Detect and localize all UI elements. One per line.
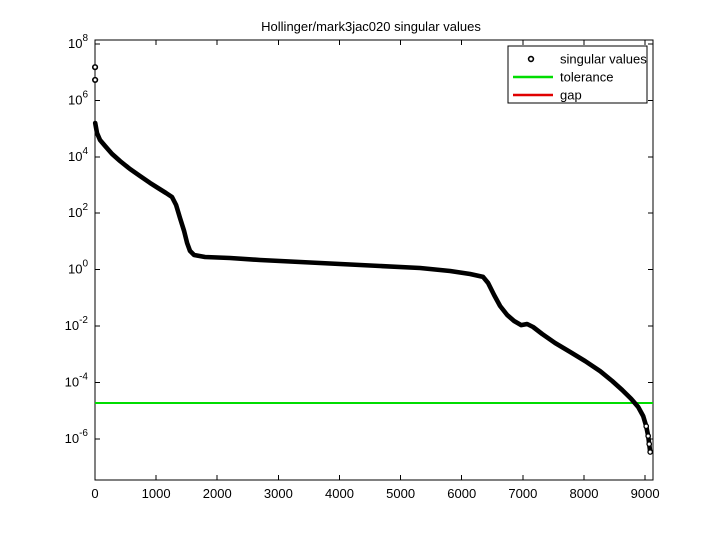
x-tick-label: 7000 xyxy=(508,486,537,501)
x-tick-label: 9000 xyxy=(631,486,660,501)
legend: singular values tolerance gap xyxy=(507,45,648,104)
y-tick-label-10e2: 102 xyxy=(68,202,88,220)
singular-values-curve xyxy=(92,120,653,455)
x-tick-label: 1000 xyxy=(142,486,171,501)
x-tick-label: 6000 xyxy=(447,486,476,501)
singular-value-marker-icon xyxy=(645,433,652,439)
y-tick-label-10e0: 100 xyxy=(68,259,88,277)
legend-label: tolerance xyxy=(560,70,613,85)
chart-title: Hollinger/mark3jac020 singular values xyxy=(261,19,481,34)
x-tick-label: 4000 xyxy=(325,486,354,501)
x-tick-label: 5000 xyxy=(386,486,415,501)
x-tick-label: 2000 xyxy=(203,486,232,501)
y-tick-label-10e8: 108 xyxy=(68,33,88,51)
y-tick-label-10e-2: 10-2 xyxy=(65,315,89,333)
legend-label: gap xyxy=(560,88,582,103)
legend-box xyxy=(507,45,648,104)
plot-box xyxy=(94,39,654,481)
y-tick-label-10e-6: 10-6 xyxy=(65,428,89,446)
singular-value-marker-icon xyxy=(91,64,99,71)
y-tick-label-10e4: 104 xyxy=(68,146,88,164)
legend-label: singular values xyxy=(560,52,647,67)
x-tick-label: 3000 xyxy=(264,486,293,501)
y-tick-label-10e6: 106 xyxy=(68,89,88,107)
y-tick-label-10e-4: 10-4 xyxy=(65,371,89,389)
singular-value-marker-icon xyxy=(646,441,653,447)
singular-value-marker-icon xyxy=(643,423,650,430)
singular-value-marker-icon xyxy=(647,449,654,455)
legend-marker-circle-icon xyxy=(527,55,535,63)
x-tick-label: 8000 xyxy=(570,486,599,501)
x-tick-label: 0 xyxy=(91,486,98,501)
singular-value-marker-icon xyxy=(92,76,99,84)
